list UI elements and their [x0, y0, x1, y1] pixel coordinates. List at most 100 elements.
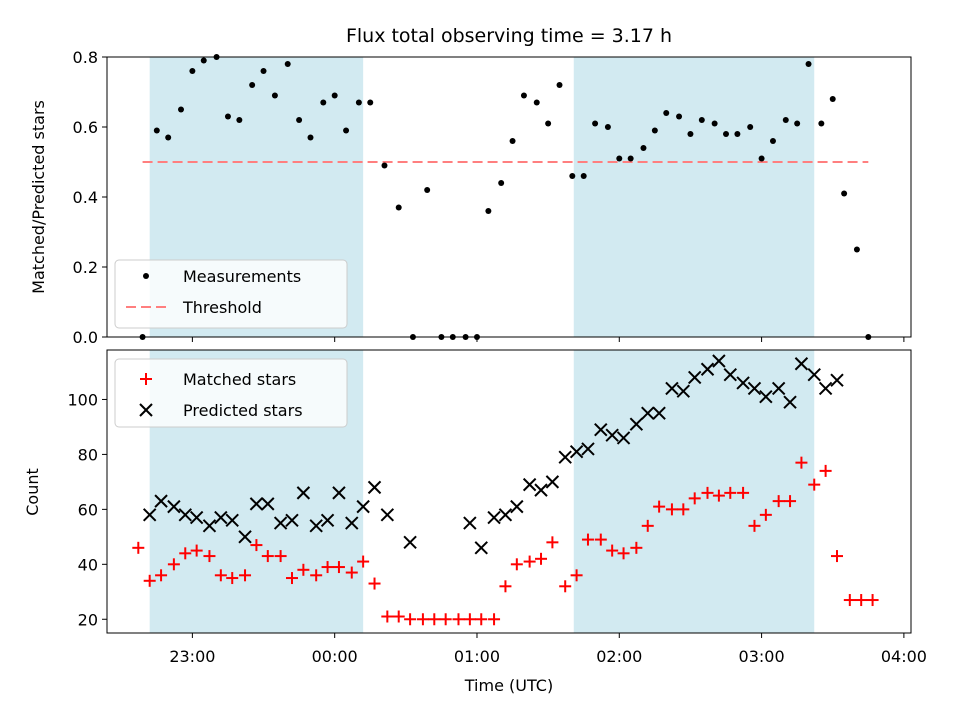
bottom-x-ticks: 23:00 00:00 01:00 02:00 03:00 04:00 [169, 633, 927, 666]
measurement-point [818, 120, 825, 127]
matched-star-marker [819, 464, 832, 477]
matched-star-marker [297, 563, 310, 576]
predicted-star-marker [558, 450, 572, 464]
measurement-point [853, 246, 860, 253]
matched-star-marker [274, 550, 287, 563]
matched-star-marker [772, 495, 785, 508]
measurement-point [687, 131, 694, 137]
matched-star-marker [475, 613, 488, 626]
matched-star-marker [310, 569, 323, 582]
matched-star-marker [784, 495, 797, 508]
matched-star-marker [535, 552, 548, 565]
top-legend-box [114, 259, 348, 329]
predicted-star-marker [380, 508, 395, 522]
measurement-point [331, 92, 338, 99]
predicted-star-marker [629, 417, 644, 431]
predicted-star-marker [320, 513, 335, 528]
bottom-y-tick-label: 20 [78, 610, 98, 629]
predicted-star-marker [569, 444, 584, 459]
matched-stars-legend-label: Matched stars [183, 370, 296, 389]
predicted-star-marker [807, 368, 821, 382]
matched-star-marker [132, 541, 145, 554]
measurement-point [165, 134, 172, 141]
measurement-point [747, 124, 754, 130]
bottom-y-tick-label: 40 [78, 555, 98, 574]
matched-star-marker [677, 503, 690, 516]
x-tick-label: 00:00 [312, 647, 358, 666]
predicted-star-marker [474, 541, 488, 555]
measurement-point [189, 68, 196, 74]
measurement-point [485, 208, 492, 214]
matched-star-marker [808, 478, 821, 491]
top-y-ticks: 0.0 0.2 0.4 0.6 0.8 [73, 48, 107, 347]
threshold-legend-label: Threshold [182, 298, 262, 317]
shaded-interval-2 [573, 57, 815, 337]
predicted-star-marker [154, 494, 168, 508]
bottom-y-tick-label: 60 [78, 500, 98, 519]
predicted-star-marker [534, 483, 548, 497]
matched-star-marker [261, 550, 274, 563]
predicted-star-marker [676, 384, 691, 398]
predicted-star-marker [178, 508, 192, 522]
matched-star-marker [226, 572, 239, 585]
matched-star-marker [748, 519, 761, 532]
measurement-point [651, 127, 658, 134]
matched-star-marker [665, 503, 678, 516]
matched-star-marker [428, 613, 441, 626]
shaded-interval-2 [573, 350, 815, 633]
predicted-stars-legend-marker [139, 403, 153, 417]
matched-star-marker [581, 533, 594, 546]
measurement-point [782, 117, 789, 123]
top-y-tick-label: 0.0 [73, 328, 98, 347]
matched-star-marker [688, 492, 701, 505]
matched-star-marker [381, 610, 394, 623]
matched-star-marker [239, 569, 252, 582]
top-legend: Measurements Threshold [114, 259, 348, 329]
chart-title: Flux total observing time = 3.17 h [346, 25, 672, 47]
predicted-star-marker [545, 475, 560, 489]
bottom-axes-frame [106, 349, 912, 634]
measurement-point [424, 187, 431, 193]
matched-star-marker [190, 544, 203, 557]
measurements-legend-label: Measurements [183, 267, 301, 286]
matched-star-marker [866, 594, 879, 607]
predicted-star-marker [498, 508, 513, 522]
predicted-star-marker [261, 497, 275, 511]
matched-star-marker [701, 486, 714, 499]
matched-star-marker [214, 569, 227, 582]
measurement-point [829, 96, 836, 102]
x-tick-label: 01:00 [454, 647, 500, 666]
predicted-star-marker [296, 486, 311, 500]
x-tick-label: 04:00 [881, 647, 927, 666]
matched-star-marker [499, 580, 512, 593]
measurement-point [616, 155, 623, 162]
matched-star-marker [559, 580, 572, 593]
matched-star-marker [250, 539, 263, 552]
predicted-star-marker [830, 373, 844, 387]
predicted-star-marker [712, 354, 726, 368]
measurement-point [545, 120, 552, 127]
matched-star-marker [712, 489, 725, 502]
measurement-point [271, 92, 278, 99]
bottom-y-axis-label: Count [23, 468, 42, 516]
predicted-star-marker [771, 381, 786, 396]
measurement-point [307, 134, 314, 141]
predicted-star-marker [687, 370, 702, 385]
predicted-star-marker [189, 510, 204, 525]
matched-star-marker [143, 574, 156, 587]
matched-star-marker [510, 558, 523, 571]
predicted-star-marker [652, 406, 666, 420]
matched-star-marker [641, 519, 654, 532]
measurement-point [498, 180, 505, 186]
matched-star-marker [392, 610, 405, 623]
top-panel: 0.0 0.2 0.4 0.6 0.8 Flux total observing tim… [29, 25, 912, 347]
measurement-point [249, 82, 256, 88]
measurement-point [509, 138, 516, 144]
matched-star-marker [724, 486, 737, 499]
predicted-star-marker [214, 510, 228, 525]
predicted-star-marker [309, 519, 323, 533]
matched-stars-points [132, 456, 879, 626]
measurement-point [153, 127, 160, 134]
bottom-y-tick-label: 100 [67, 390, 98, 409]
matched-star-marker [855, 594, 868, 607]
